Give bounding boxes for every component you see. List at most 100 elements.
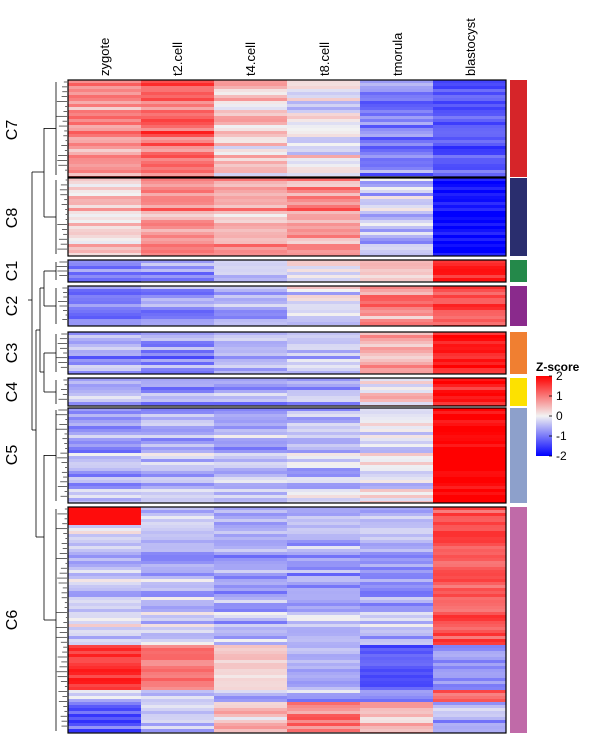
heatmap-cell: [360, 591, 434, 595]
heatmap-cell: [287, 164, 361, 168]
heatmap-cell: [141, 214, 215, 218]
heatmap-cell: [214, 353, 288, 357]
heatmap-cell: [433, 543, 507, 547]
heatmap-cell: [433, 353, 507, 357]
cluster-label: C4: [4, 382, 21, 403]
heatmap-cell: [287, 723, 361, 727]
heatmap-cell: [287, 498, 361, 502]
legend-ticks: 2 1 0 -1 -2: [549, 369, 567, 463]
heatmap-cell: [141, 304, 215, 308]
cluster-label: C5: [4, 445, 21, 466]
heatmap-cell: [360, 173, 434, 177]
heatmap-cell: [68, 250, 142, 254]
heatmap-cell: [68, 247, 142, 251]
heatmap-cell: [214, 609, 288, 613]
heatmap-cell: [141, 543, 215, 547]
heatmap-cell: [433, 205, 507, 209]
heatmap-cell: [433, 217, 507, 221]
heatmap-cell: [141, 630, 215, 634]
heatmap-cell: [287, 471, 361, 475]
heatmap-cell: [360, 232, 434, 236]
heatmap-cell: [287, 492, 361, 496]
heatmap-cell: [287, 381, 361, 385]
heatmap-cell: [360, 338, 434, 342]
heatmap-cell: [287, 552, 361, 556]
heatmap-cell: [214, 597, 288, 601]
heatmap-cell: [287, 278, 361, 282]
heatmap-cell: [433, 98, 507, 102]
heatmap-cell: [360, 211, 434, 215]
heatmap-cell: [360, 417, 434, 421]
heatmap-cell: [360, 178, 434, 182]
heatmap-cell: [287, 260, 361, 264]
heatmap-cell: [214, 495, 288, 499]
heatmap-cell: [68, 149, 142, 153]
heatmap-cell: [433, 549, 507, 553]
heatmap-cell: [68, 657, 142, 661]
heatmap-cell: [141, 636, 215, 640]
heatmap-cell: [214, 83, 288, 87]
heatmap-cell: [433, 498, 507, 502]
heatmap-cell: [360, 378, 434, 382]
heatmap-cell: [433, 170, 507, 174]
heatmap-cell: [360, 450, 434, 454]
heatmap-cell: [141, 260, 215, 264]
heatmap-cell: [287, 310, 361, 314]
heatmap-cell: [287, 344, 361, 348]
heatmap-cell: [214, 140, 288, 144]
heatmap-cell: [433, 648, 507, 652]
heatmap-cell: [433, 229, 507, 233]
heatmap-cell: [214, 128, 288, 132]
heatmap-cell: [141, 362, 215, 366]
heatmap-cell: [287, 322, 361, 326]
heatmap-cell: [360, 286, 434, 290]
heatmap-cell: [214, 543, 288, 547]
heatmap-cell: [360, 558, 434, 562]
heatmap-cell: [214, 639, 288, 643]
heatmap-cell: [360, 137, 434, 141]
heatmap-cell: [214, 672, 288, 676]
heatmap-cell: [360, 301, 434, 305]
heatmap-cell: [68, 465, 142, 469]
heatmap-cell: [141, 122, 215, 126]
heatmap-cell: [287, 684, 361, 688]
heatmap-cell: [287, 301, 361, 305]
heatmap-cell: [433, 232, 507, 236]
heatmap-cell: [141, 465, 215, 469]
heatmap-cell: [287, 636, 361, 640]
heatmap-cell: [433, 341, 507, 345]
heatmap-cell: [287, 522, 361, 526]
heatmap-cell: [433, 86, 507, 90]
heatmap-cell: [68, 353, 142, 357]
heatmap-cell: [287, 384, 361, 388]
heatmap-cell: [360, 615, 434, 619]
heatmap-cell: [287, 140, 361, 144]
heatmap-cell: [214, 453, 288, 457]
heatmap-cell: [287, 125, 361, 129]
heatmap-cell: [68, 492, 142, 496]
heatmap-cell: [68, 519, 142, 523]
heatmap-cell: [287, 708, 361, 712]
heatmap-cell: [360, 555, 434, 559]
heatmap-cell: [433, 350, 507, 354]
heatmap-cell: [360, 350, 434, 354]
heatmap-cell: [360, 717, 434, 721]
heatmap-cell: [141, 450, 215, 454]
heatmap-cell: [287, 660, 361, 664]
heatmap-cell: [214, 435, 288, 439]
heatmap-cell: [287, 319, 361, 323]
heatmap-cell: [68, 275, 142, 279]
heatmap-cell: [214, 214, 288, 218]
heatmap-cell: [141, 423, 215, 427]
heatmap-cell: [360, 295, 434, 299]
heatmap-cell: [360, 113, 434, 117]
heatmap-cell: [360, 247, 434, 251]
heatmap-cell: [360, 80, 434, 84]
heatmap-cell: [360, 723, 434, 727]
heatmap-cell: [360, 402, 434, 406]
heatmap-cell: [360, 705, 434, 709]
heatmap-cell: [141, 125, 215, 129]
heatmap-cell: [360, 540, 434, 544]
heatmap-cell: [360, 675, 434, 679]
heatmap-cell: [360, 639, 434, 643]
